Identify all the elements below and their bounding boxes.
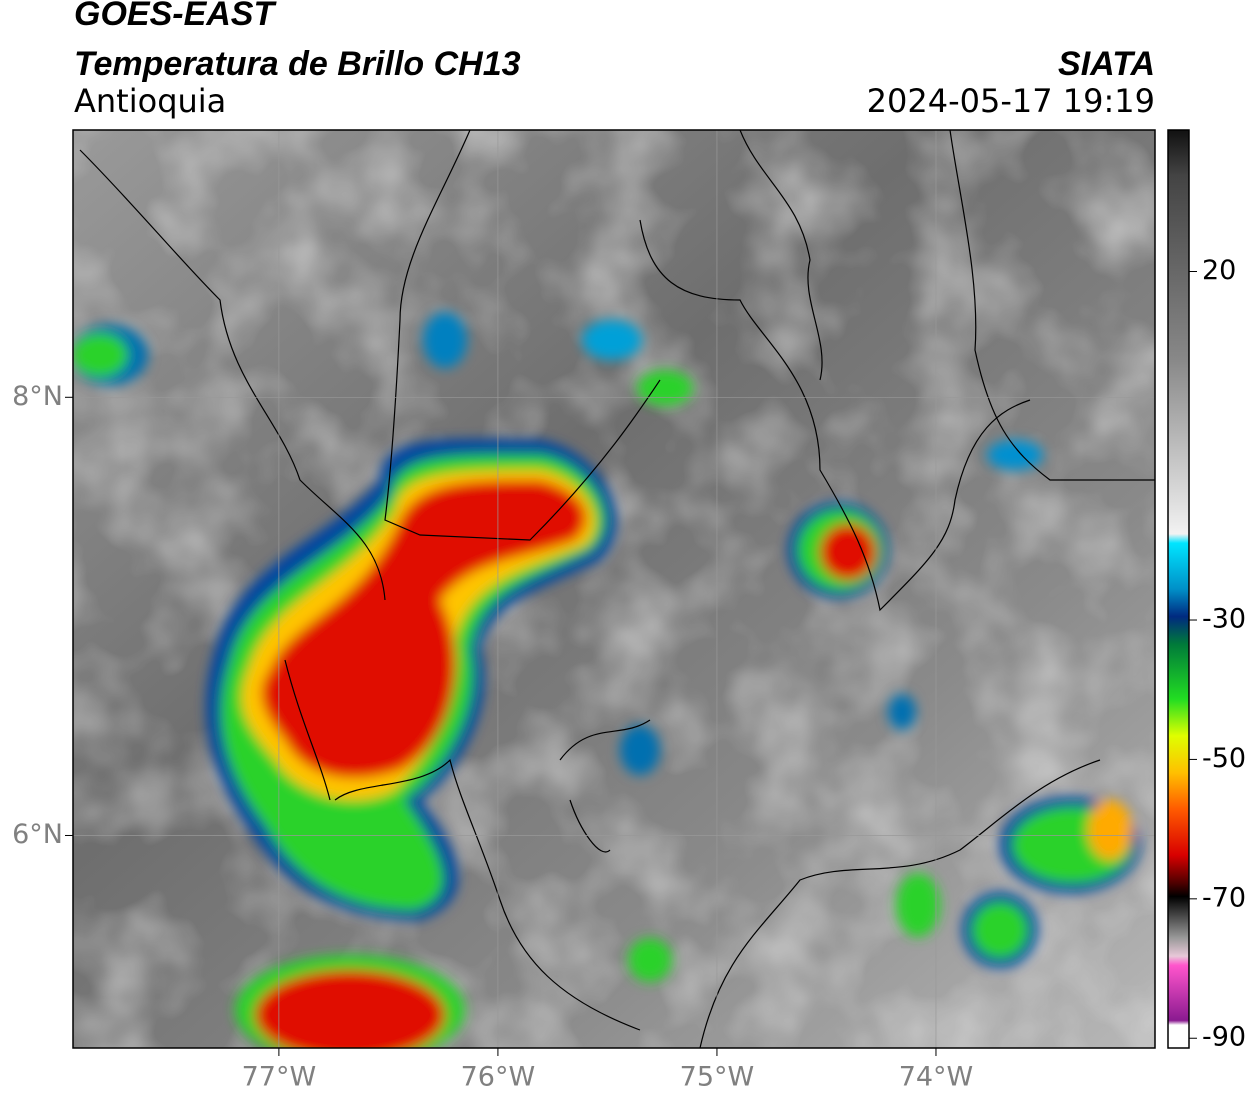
grid xyxy=(73,130,1155,1048)
satellite: GOES-EAST xyxy=(74,0,277,33)
datetime: 2024-05-17 19:19 xyxy=(867,82,1155,120)
colorbar-label: -30 xyxy=(1202,604,1246,635)
colorbar xyxy=(1167,129,1190,1049)
colorbar-label: -70 xyxy=(1202,882,1246,913)
map-frame xyxy=(72,129,1156,1049)
colorbar-label: 20 xyxy=(1202,255,1236,286)
y-tick-label: 6°N xyxy=(12,819,63,850)
x-tick-label: 77°W xyxy=(242,1062,317,1093)
region: Antioquia xyxy=(74,82,226,120)
imagery xyxy=(73,130,1155,1048)
x-tick-label: 75°W xyxy=(680,1062,755,1093)
colorbar-label: -90 xyxy=(1202,1022,1246,1053)
x-tick-label: 74°W xyxy=(899,1062,974,1093)
y-tick-label: 8°N xyxy=(12,381,63,412)
colorbar-label: -50 xyxy=(1202,743,1246,774)
product: Temperatura de Brillo CH13 xyxy=(74,45,521,83)
x-tick-label: 76°W xyxy=(461,1062,536,1093)
agency: SIATA xyxy=(1058,45,1155,83)
